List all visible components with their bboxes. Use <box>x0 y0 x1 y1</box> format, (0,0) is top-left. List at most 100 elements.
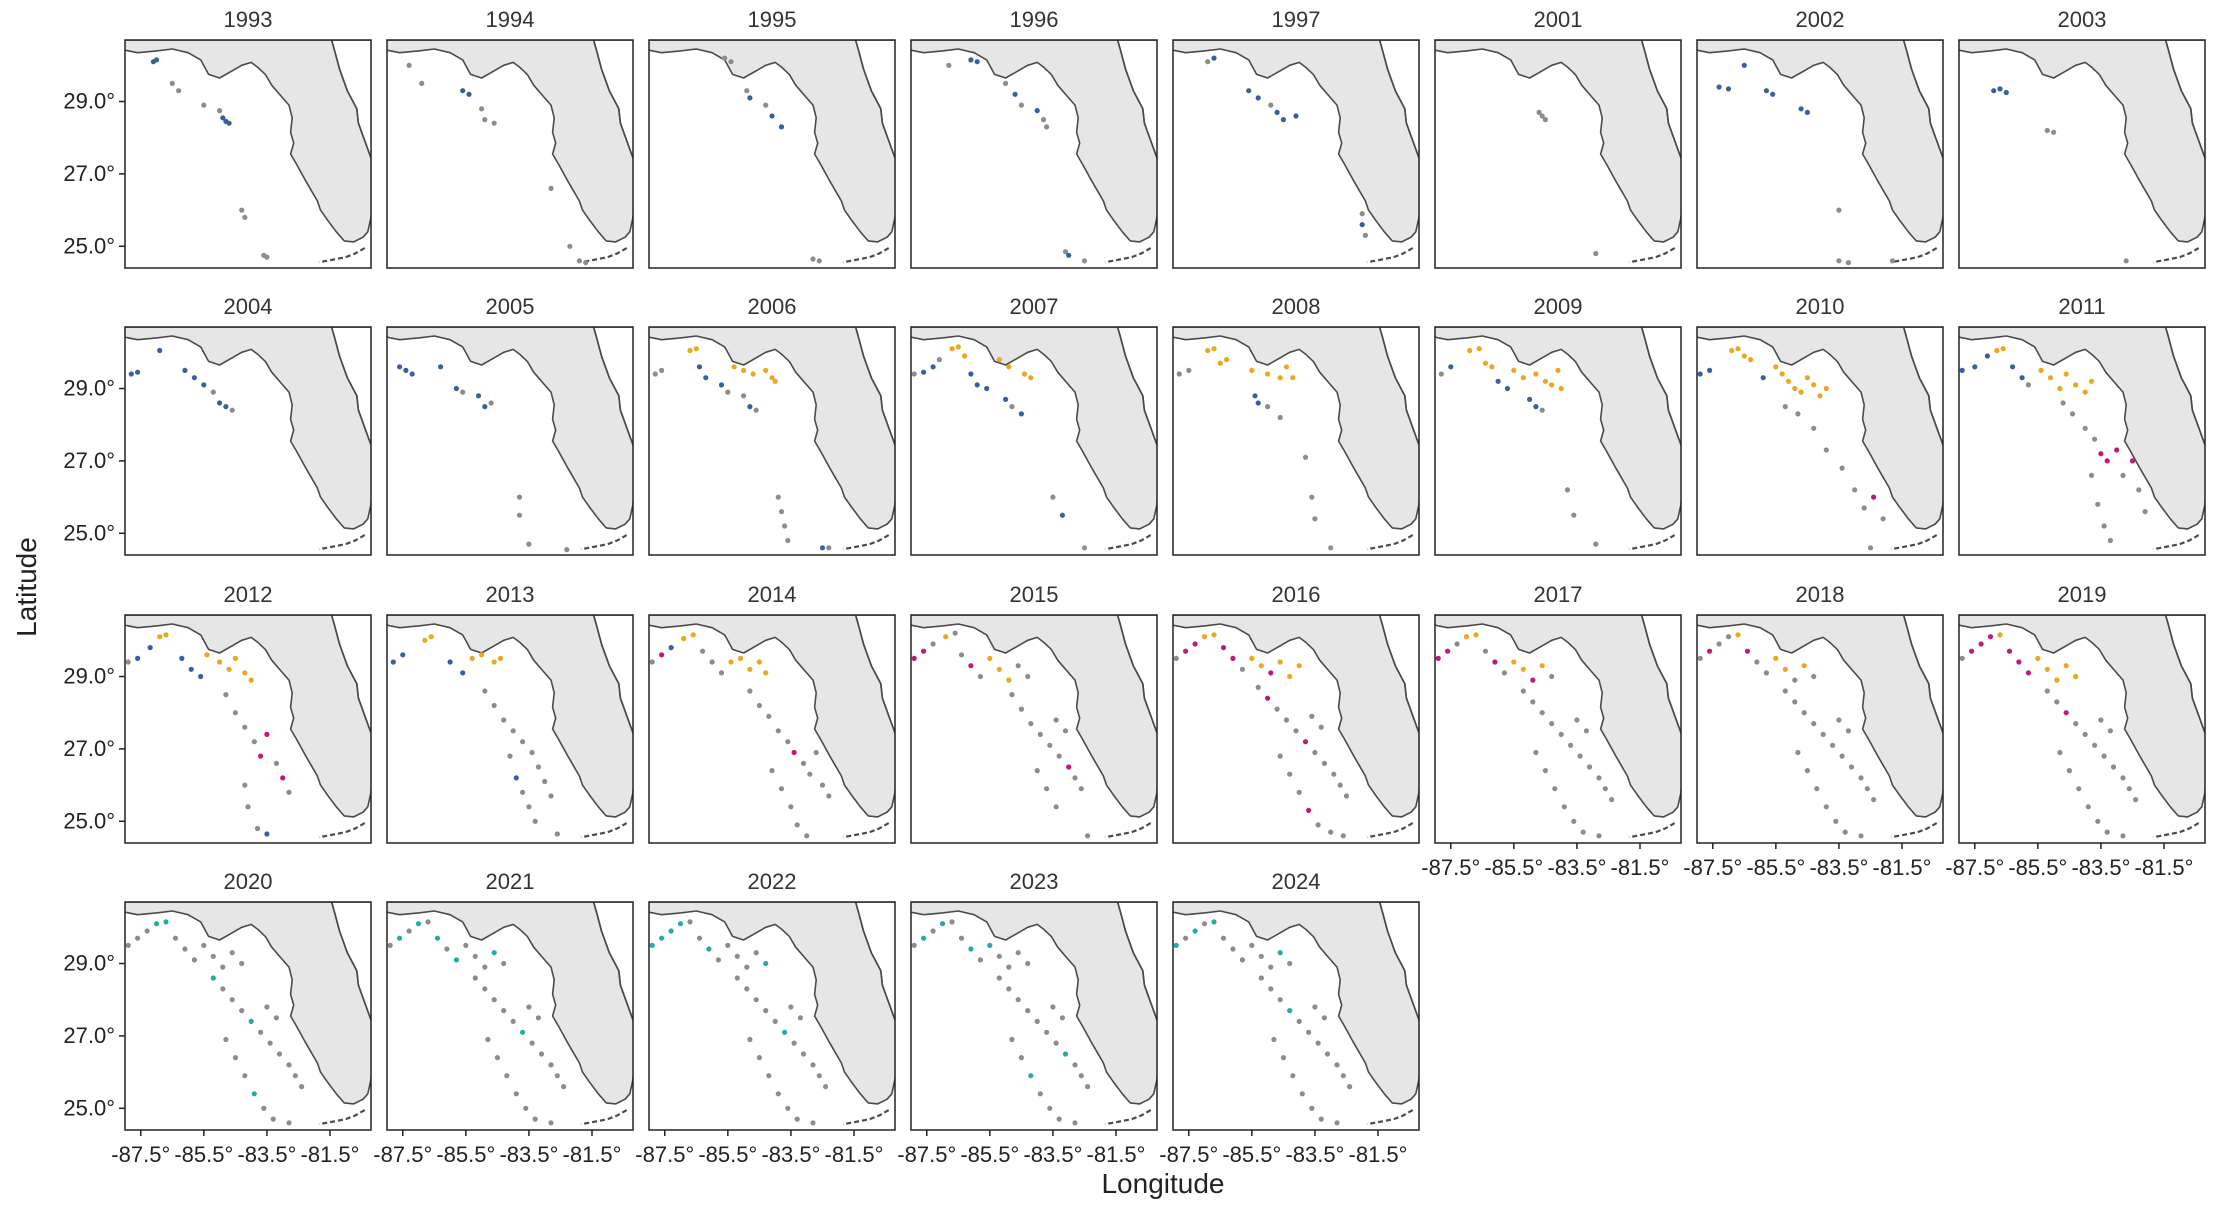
data-point <box>649 942 655 948</box>
florida-keys <box>2152 822 2200 839</box>
data-point <box>1707 367 1713 373</box>
panel-frame <box>386 39 634 269</box>
east-coastline <box>1378 40 1419 218</box>
x-tick-label: -87.5° <box>1421 855 1480 880</box>
data-point <box>2044 688 2050 694</box>
data-point <box>1062 728 1069 734</box>
y-tick-label: 29.0° <box>63 664 115 689</box>
data-point <box>1489 364 1495 370</box>
panel-map-layer <box>1173 40 1419 264</box>
east-coastline <box>1902 327 1943 505</box>
data-point <box>1482 360 1489 366</box>
data-point <box>1283 364 1290 370</box>
panel-2023: 2023 -87.5° -85.5° -83.5° -81.5° <box>897 869 1158 1167</box>
data-point <box>419 80 425 86</box>
data-point <box>491 120 497 126</box>
panel-frame <box>1172 39 1420 269</box>
data-point <box>996 666 1002 672</box>
x-tick-label: -85.5° <box>2008 855 2067 880</box>
data-point <box>1716 84 1722 90</box>
data-point <box>1072 775 1078 781</box>
data-point <box>1533 404 1539 410</box>
data-point <box>1006 364 1012 370</box>
data-point <box>2082 425 2088 431</box>
data-point <box>1290 375 1296 381</box>
data-point <box>810 1120 816 1126</box>
data-point <box>791 749 797 756</box>
data-point <box>1763 88 1769 94</box>
data-point <box>2088 378 2095 384</box>
panel-2016: 2016 <box>1172 582 1420 844</box>
data-point <box>387 942 393 948</box>
east-coastline <box>1378 615 1419 793</box>
data-point <box>1277 375 1283 381</box>
data-point <box>756 702 762 709</box>
data-point <box>996 953 1002 959</box>
data-point <box>816 258 822 264</box>
panel-title: 1995 <box>748 7 797 32</box>
data-point <box>1315 822 1321 828</box>
data-point <box>946 62 952 68</box>
data-point <box>1025 960 1031 967</box>
data-point <box>1568 742 1574 748</box>
data-point <box>741 367 747 373</box>
data-point <box>220 964 226 970</box>
data-point <box>482 117 488 123</box>
data-point <box>1785 378 1792 384</box>
panel-2006: 2006 <box>648 294 896 556</box>
data-point <box>438 364 444 370</box>
data-point <box>1520 375 1526 381</box>
data-point <box>479 652 485 658</box>
data-point <box>939 921 946 927</box>
data-point <box>659 367 665 373</box>
data-point <box>1280 117 1286 123</box>
data-point <box>813 749 819 756</box>
data-point <box>201 942 207 948</box>
data-point <box>1445 648 1451 654</box>
data-point <box>403 367 409 373</box>
x-tick-label: -81.5° <box>563 1142 622 1167</box>
panel-map-layer <box>911 615 1157 839</box>
data-point <box>2054 677 2060 683</box>
data-point <box>1173 942 1179 948</box>
data-point <box>703 375 709 381</box>
panel-title: 2014 <box>748 582 797 607</box>
data-point <box>1492 659 1498 665</box>
data-point <box>258 753 264 759</box>
data-point <box>1047 742 1053 748</box>
east-coastline <box>330 327 371 505</box>
data-point <box>548 1062 554 1068</box>
x-tick-label: -87.5° <box>373 1142 432 1167</box>
data-point <box>1040 117 1047 123</box>
y-tick-label: 29.0° <box>63 89 115 114</box>
data-point <box>1842 829 1848 835</box>
data-point <box>1763 670 1769 676</box>
panel-map-layer <box>1959 40 2205 264</box>
x-tick-label: -83.5° <box>1023 1142 1082 1167</box>
data-point <box>229 407 235 413</box>
y-tick-label: 25.0° <box>63 233 115 258</box>
data-point <box>497 655 504 661</box>
florida-keys <box>1890 534 1938 551</box>
panel-frame <box>910 326 1158 556</box>
y-tick-label: 29.0° <box>63 951 115 976</box>
data-point <box>1795 411 1801 417</box>
panel-title: 2008 <box>1272 294 1321 319</box>
data-point <box>1173 655 1179 661</box>
x-tick-label: -83.5° <box>1547 855 1606 880</box>
panel-map-layer <box>1173 902 1419 1126</box>
panel-frame <box>1696 39 1944 269</box>
data-point <box>2000 346 2006 352</box>
data-point <box>1858 833 1864 839</box>
florida-keys <box>580 247 628 264</box>
data-point <box>1192 641 1198 647</box>
data-point <box>482 964 488 970</box>
data-point <box>718 382 725 388</box>
data-point <box>1230 946 1236 952</box>
data-point <box>229 997 235 1003</box>
data-point <box>778 509 785 515</box>
panel-title: 2016 <box>1272 582 1321 607</box>
data-point <box>2092 436 2098 442</box>
data-point <box>176 88 182 94</box>
panel-map-layer <box>649 327 895 551</box>
